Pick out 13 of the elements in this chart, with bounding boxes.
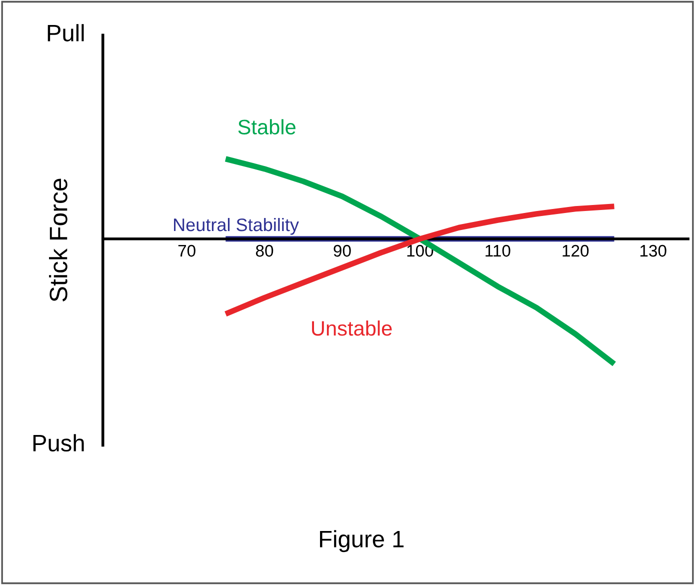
series-label: Unstable bbox=[312, 320, 392, 336]
x-tick-label: 120 bbox=[562, 244, 589, 257]
x-tick-label: 110 bbox=[486, 244, 510, 257]
text: Pull bbox=[48, 24, 84, 42]
series-label: Stable bbox=[238, 119, 296, 134]
x-tick-label: 130 bbox=[640, 244, 666, 257]
caption: Figure 1 bbox=[320, 530, 404, 552]
y-axis-title: Stick Force bbox=[49, 178, 68, 302]
series-label: Neutral Stability bbox=[174, 218, 299, 235]
x-tick-label: 70 bbox=[178, 244, 196, 257]
x-tick-label: 80 bbox=[256, 244, 274, 257]
text: Push bbox=[33, 434, 84, 452]
x-tick-label: 90 bbox=[334, 244, 351, 257]
